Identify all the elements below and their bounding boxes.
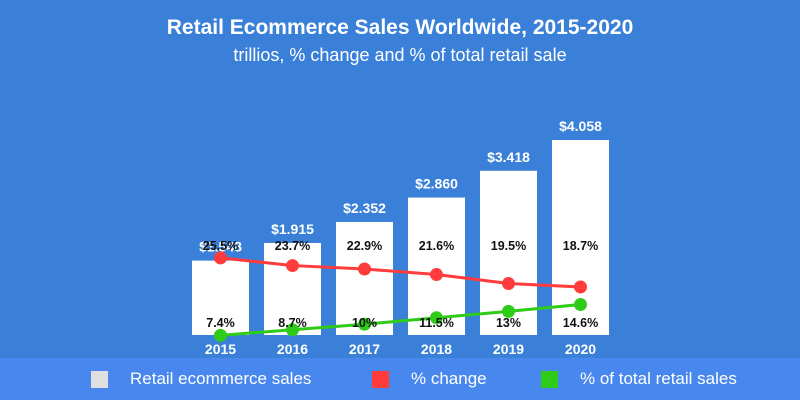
change-label-2020: 18.7% — [563, 239, 598, 253]
share-point-2020 — [574, 298, 587, 312]
change-point-2016 — [286, 259, 299, 273]
legend-label-change: % change — [411, 369, 487, 388]
change-label-2016: 23.7% — [275, 239, 310, 253]
change-point-2020 — [574, 280, 587, 294]
share-label-2016: 8.7% — [278, 316, 307, 330]
legend-swatch-share — [541, 370, 558, 388]
bar-value-label-2018: $2.860 — [415, 176, 458, 192]
x-tick-label-2020: 2020 — [565, 341, 596, 357]
change-point-2018 — [430, 268, 443, 282]
legend-item-change: % change — [372, 358, 487, 400]
x-tick-label-2018: 2018 — [421, 341, 452, 357]
legend-item-share: % of total retail sales — [541, 358, 737, 400]
x-tick-label-2017: 2017 — [349, 341, 380, 357]
bar-value-label-2017: $2.352 — [343, 200, 386, 216]
bar-value-label-2015: $1.548 — [199, 239, 242, 255]
share-label-2019: 13% — [496, 316, 521, 330]
change-label-2015: 25.5% — [203, 239, 238, 253]
share-label-2017: 10% — [352, 316, 377, 330]
change-point-2015 — [214, 251, 227, 265]
change-line — [220, 256, 581, 289]
share-point-2018 — [430, 311, 443, 325]
legend-swatch-bars — [91, 370, 108, 388]
bar-value-label-2019: $3.418 — [487, 149, 530, 165]
legend: Retail ecommerce sales % change % of tot… — [0, 358, 800, 400]
change-label-2017: 22.9% — [347, 239, 382, 253]
change-label-2018: 21.6% — [419, 239, 454, 253]
x-tick-label-2019: 2019 — [493, 341, 524, 357]
bar-value-label-2020: $4.058 — [559, 118, 602, 134]
legend-item-bars: Retail ecommerce sales — [91, 358, 311, 400]
change-point-2019 — [502, 277, 515, 291]
share-point-2016 — [286, 323, 299, 337]
change-label-2019: 19.5% — [491, 239, 526, 253]
share-line — [220, 303, 581, 337]
chart-subtitle: trillios, % change and % of total retail… — [233, 45, 567, 65]
bar-2016 — [264, 242, 321, 335]
share-point-2017 — [358, 317, 371, 331]
x-tick-label-2016: 2016 — [277, 341, 308, 357]
legend-label-share: % of total retail sales — [580, 369, 737, 388]
share-label-2018: 11.5% — [419, 316, 454, 330]
chart-title: Retail Ecommerce Sales Worldwide, 2015-2… — [166, 16, 634, 39]
bar-2015 — [192, 260, 249, 335]
change-point-2017 — [358, 262, 371, 276]
legend-swatch-change — [372, 370, 389, 388]
share-label-2020: 14.6% — [563, 316, 598, 330]
bar-value-label-2016: $1.915 — [271, 221, 314, 237]
share-label-2015: 7.4% — [206, 316, 235, 330]
share-point-2019 — [502, 304, 515, 318]
legend-label-bars: Retail ecommerce sales — [130, 369, 312, 388]
bar-2017 — [336, 221, 393, 335]
x-tick-label-2015: 2015 — [205, 341, 236, 357]
share-point-2015 — [214, 328, 227, 342]
